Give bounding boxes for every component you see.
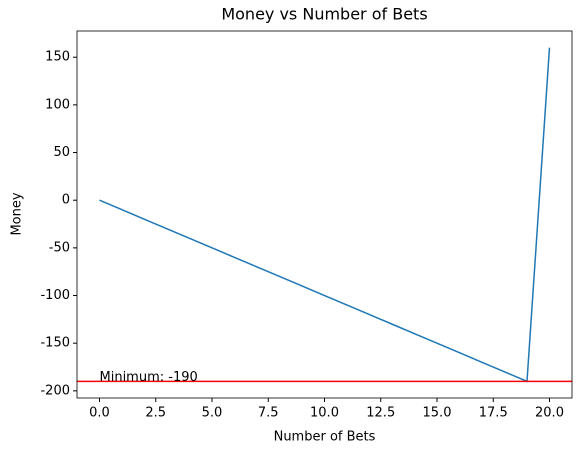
y-tick-label: 100 [45, 97, 70, 112]
y-axis-label: Money [10, 192, 25, 235]
x-axis-label: Number of Bets [274, 430, 376, 445]
x-tick-label: 2.5 [145, 406, 166, 421]
minimum-annotation: Minimum: -190 [100, 370, 198, 385]
y-tick-label: -100 [40, 288, 70, 303]
y-tick-label: 150 [45, 50, 70, 65]
y-tick-label: -50 [49, 240, 70, 255]
y-tick-label: 50 [53, 145, 70, 160]
y-tick-label: -200 [40, 383, 70, 398]
x-tick-label: 10.0 [310, 406, 339, 421]
data-line [99, 47, 551, 383]
x-tick-label: 20.0 [535, 406, 564, 421]
y-tick-label: -150 [40, 336, 70, 351]
chart-title: Money vs Number of Bets [221, 5, 427, 24]
x-tick-label: 5.0 [202, 406, 223, 421]
x-tick-label: 12.5 [366, 406, 395, 421]
x-tick-label: 7.5 [258, 406, 279, 421]
x-tick-label: 15.0 [423, 406, 452, 421]
plot-frame [76, 30, 573, 399]
x-tick-label: 17.5 [479, 406, 508, 421]
y-tick-label: 0 [62, 193, 70, 208]
x-tick-label: 0.0 [89, 406, 110, 421]
